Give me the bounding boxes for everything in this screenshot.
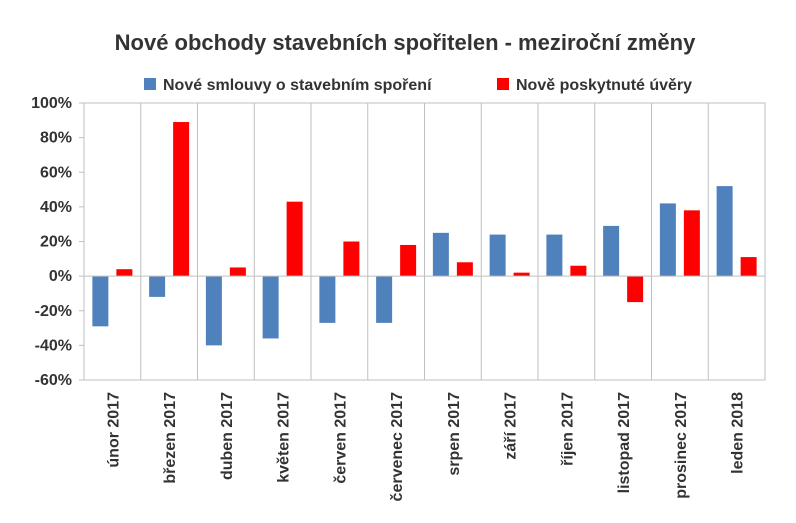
y-tick-label: 40% [40,199,72,216]
x-tick-label: únor 2017 [105,392,122,468]
bar-contracts-8 [489,234,506,277]
bar-loans-2 [173,122,190,277]
bar-loans-4 [286,201,303,277]
bar-loans-5 [343,241,360,277]
y-tick-label: 60% [40,164,72,181]
x-tick-label: červen 2017 [332,392,349,484]
x-tick-label: říjen 2017 [559,392,576,466]
category-dividers [140,103,709,380]
x-tick-label: květen 2017 [276,392,293,483]
bar-contracts-2 [149,276,166,297]
bar-loans-8 [513,272,530,277]
x-tick-label: srpen 2017 [446,392,463,476]
y-tick-label: 20% [40,234,72,251]
legend: Nové smlouvy o stavebním spoření Nově pos… [144,77,692,94]
legend-label-2: Nově poskytnuté úvěry [516,77,692,94]
bar-contracts-5 [319,276,336,323]
bar-loans-12 [740,257,757,277]
bar-loans-1 [116,269,133,277]
bar-contracts-9 [546,234,563,277]
bar-loans-3 [229,267,246,277]
x-tick-label: duben 2017 [219,392,236,480]
bar-contracts-12 [716,186,733,277]
chart-title: Nové obchody stavebních spořitelen - mez… [115,30,696,55]
y-tick-label: 100% [31,95,72,112]
bar-contracts-11 [659,203,676,277]
bar-contracts-1 [92,276,109,327]
y-tick-label: 0% [49,268,72,285]
bar-loans-11 [683,210,700,277]
bars [92,122,757,346]
legend-label-1: Nové smlouvy o stavebním spoření [163,77,432,94]
y-axis: 100% 80% 60% 40% 20% 0% -20% -40% -60% [31,95,84,389]
y-tick-label: -60% [35,372,72,389]
bar-contracts-6 [376,276,393,323]
bar-loans-6 [400,244,417,277]
bar-loans-9 [570,265,587,277]
x-tick-label: září 2017 [503,392,520,460]
bar-contracts-3 [205,276,222,346]
y-tick-label: 80% [40,130,72,147]
bar-contracts-4 [262,276,279,339]
y-tick-label: -40% [35,337,72,354]
x-tick-label: březen 2017 [162,392,179,484]
bar-loans-10 [627,276,644,303]
bar-loans-7 [456,262,473,277]
x-tick-label: prosinec 2017 [673,392,690,499]
bar-contracts-7 [432,232,449,277]
legend-swatch-1 [144,78,156,90]
y-tick-label: -20% [35,303,72,320]
x-tick-label: červenec 2017 [389,392,406,502]
x-tick-label: listopad 2017 [616,392,633,493]
bar-contracts-10 [603,225,620,277]
x-axis: únor 2017 březen 2017 duben 2017 květen 201… [105,392,746,502]
legend-swatch-2 [497,78,509,90]
x-tick-label: leden 2018 [730,392,747,474]
